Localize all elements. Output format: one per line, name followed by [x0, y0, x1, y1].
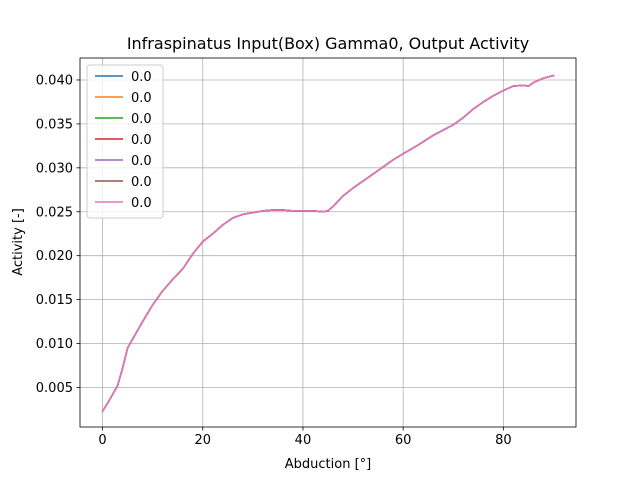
- legend-label: 0.0: [131, 91, 152, 106]
- legend: 0.0 0.0 0.0 0.0 0.0 0.0 0.0: [86, 64, 164, 219]
- x-tick-label: 40: [295, 433, 312, 448]
- x-axis-ticks: 0 20 40 60 80: [98, 427, 512, 448]
- y-tick-label: 0.020: [36, 249, 73, 264]
- y-tick-label: 0.015: [36, 293, 73, 308]
- x-tick-label: 80: [495, 433, 512, 448]
- x-tick-label: 60: [395, 433, 412, 448]
- legend-label: 0.0: [131, 154, 152, 169]
- y-tick-label: 0.035: [36, 117, 73, 132]
- y-axis-ticks: 0.005 0.010 0.015 0.020 0.025 0.030 0.035 0.040: [36, 73, 80, 396]
- y-tick-label: 0.010: [36, 337, 73, 352]
- x-tick-label: 0: [98, 433, 106, 448]
- y-tick-label: 0.040: [36, 73, 73, 88]
- y-tick-label: 0.030: [36, 161, 73, 176]
- legend-label: 0.0: [131, 112, 152, 127]
- series-lines: [101, 74, 555, 413]
- x-axis-label: Abduction [°]: [285, 457, 371, 472]
- chart-title: Infraspinatus Input(Box) Gamma0, Output …: [127, 34, 529, 53]
- legend-frame: [86, 64, 164, 219]
- y-tick-label: 0.005: [36, 381, 73, 396]
- series-line-7: [101, 74, 555, 413]
- y-tick-label: 0.025: [36, 205, 73, 220]
- x-tick-label: 20: [194, 433, 211, 448]
- plot-frame: [79, 57, 577, 428]
- y-axis-label: Activity [-]: [11, 208, 26, 276]
- legend-label: 0.0: [131, 70, 152, 85]
- legend-label: 0.0: [131, 175, 152, 190]
- legend-label: 0.0: [131, 196, 152, 211]
- legend-label: 0.0: [131, 133, 152, 148]
